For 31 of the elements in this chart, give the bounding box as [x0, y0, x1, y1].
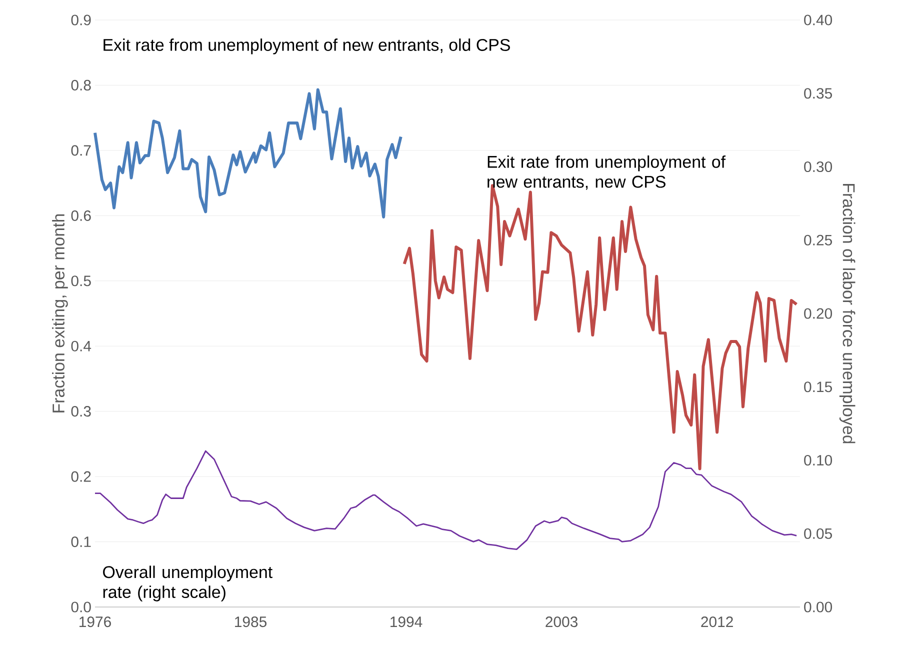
y-tick-label: 0.5 [71, 276, 91, 286]
text: Exit rate from unemployment of new entrants, old CPS [104, 38, 510, 54]
text: Overall unemployment rate (right scale) [103, 566, 272, 602]
y2-tick-label: 0.35 [804, 88, 832, 99]
y2-axis-title: Fraction of labor force unemployed [839, 184, 856, 444]
y2-tick-label: 0.20 [804, 308, 832, 319]
x-tick-label: 2003 [546, 616, 578, 628]
y2-tick-label: 0.10 [804, 454, 832, 466]
line-series [95, 450, 798, 550]
y-tick-label: 0.9 [71, 14, 91, 26]
x-tick-label: 1985 [235, 616, 267, 628]
x-tick-label: 2012 [701, 616, 733, 628]
y2-tick-label: 0.00 [804, 602, 832, 612]
y2-tick-label: 0.25 [804, 234, 832, 246]
y2-tick-label: 0.40 [804, 14, 832, 26]
y-tick-label: 0.7 [71, 145, 91, 156]
y-tick-label: 0.1 [71, 536, 91, 548]
y-tick-label: 0.3 [71, 406, 91, 417]
y-tick-label: 0.2 [71, 471, 91, 482]
line-series [94, 88, 402, 218]
y2-tick-label: 0.15 [804, 382, 832, 392]
y2-tick-label: 0.30 [804, 161, 832, 172]
series-label: Exit rate from unemployment of new entrants, new CPS [488, 155, 726, 190]
x-tick-label: 1994 [390, 616, 422, 628]
x-tick-label: 1976 [80, 616, 111, 628]
y2-tick-label: 0.05 [804, 528, 832, 539]
y-axis-title: Fraction exiting, per month [52, 214, 68, 412]
y-tick-label: 0.6 [71, 210, 91, 221]
y-tick-label: 0.4 [71, 340, 92, 352]
y-tick-label: 0.8 [71, 80, 91, 91]
y-tick-label: 0.0 [71, 602, 91, 612]
